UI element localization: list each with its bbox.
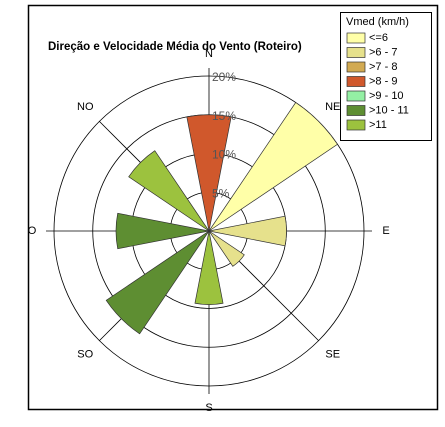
legend-swatch [346,47,366,58]
r-tick-label: 15% [212,109,236,123]
petal [208,102,338,232]
direction-label: O [28,225,37,237]
chart-title: Direção e Velocidade Média do Vento (Rot… [48,41,302,53]
legend-swatch [346,119,366,131]
petal [208,215,287,247]
petal [194,230,224,305]
legend-swatch [346,105,366,116]
petal [105,230,210,335]
petal [186,114,232,232]
direction-label: SE [325,349,340,361]
legend-label: <=6 [369,32,388,44]
legend-swatch [346,90,366,102]
petal [128,150,210,232]
direction-label: NE [325,101,340,113]
r-tick-label: 5% [212,186,230,200]
direction-label: E [382,225,389,237]
direction-label: N [205,48,213,60]
r-tick-label: 20% [212,70,236,84]
direction-label: S [205,402,212,414]
petal [115,212,210,250]
petal [208,230,245,267]
legend-label: >11 [369,119,387,131]
legend-title: Vmed (km/h) [346,16,409,28]
legend-label: >6 - 7 [369,46,397,58]
legend-label: >7 - 8 [369,61,397,73]
legend-swatch [346,61,366,73]
legend-swatch [346,32,366,44]
direction-label: SO [77,349,93,361]
legend-swatch [346,76,366,87]
legend-label: >10 - 11 [369,104,409,116]
legend-label: >8 - 9 [369,75,397,87]
direction-label: NO [77,101,94,113]
legend-label: >9 - 10 [369,90,404,102]
r-tick-label: 10% [212,148,236,162]
